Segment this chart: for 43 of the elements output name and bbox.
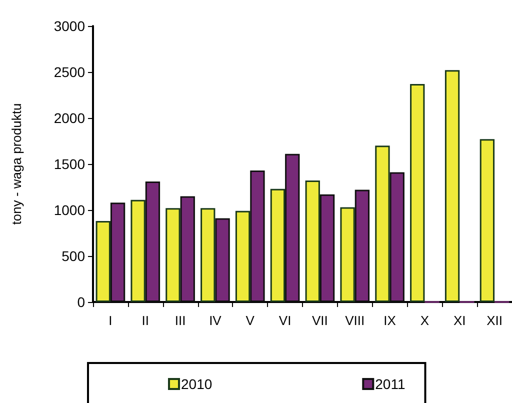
bar	[145, 181, 160, 302]
bar	[480, 139, 495, 302]
bar	[340, 207, 355, 302]
bar	[410, 84, 425, 302]
bar	[215, 218, 230, 302]
bar	[305, 180, 320, 302]
y-tick-label: 0	[77, 294, 86, 310]
legend-label: 2011	[375, 376, 406, 392]
y-tick-label: 500	[62, 248, 86, 264]
x-tick-label: IV	[209, 313, 222, 328]
x-tick-label: III	[174, 313, 186, 328]
bar	[320, 194, 335, 302]
bar	[235, 210, 250, 302]
x-tick-label: I	[108, 313, 112, 328]
legend-label: 2010	[181, 376, 212, 392]
x-tick-label: V	[246, 313, 255, 328]
x-tick-label: II	[142, 313, 149, 328]
x-tick-label: XII	[486, 313, 502, 328]
y-tick-label: 2000	[54, 110, 86, 126]
bar	[96, 221, 110, 302]
y-tick-label: 1000	[54, 202, 86, 218]
bar	[285, 154, 300, 302]
bar	[444, 70, 460, 302]
x-tick-label: VI	[278, 313, 292, 328]
x-tick-label: VII	[312, 313, 328, 328]
x-tick-label: X	[420, 313, 430, 328]
bar	[110, 202, 126, 302]
x-tick-label: IX	[384, 313, 396, 328]
bar	[166, 208, 180, 302]
bar	[375, 146, 390, 302]
y-axis-title: tony - waga produktu	[9, 103, 24, 225]
bar	[200, 208, 216, 302]
x-tick-label: VIII	[345, 313, 365, 328]
bar	[354, 190, 370, 302]
y-tick-label: 2500	[54, 64, 86, 80]
y-tick-label: 1500	[54, 156, 86, 172]
bar	[270, 188, 286, 302]
x-tick-label: XI	[453, 313, 466, 328]
bar	[180, 196, 195, 302]
y-tick-label: 3000	[54, 18, 86, 34]
bar	[130, 200, 146, 302]
bar	[250, 170, 265, 302]
bar	[390, 172, 404, 302]
